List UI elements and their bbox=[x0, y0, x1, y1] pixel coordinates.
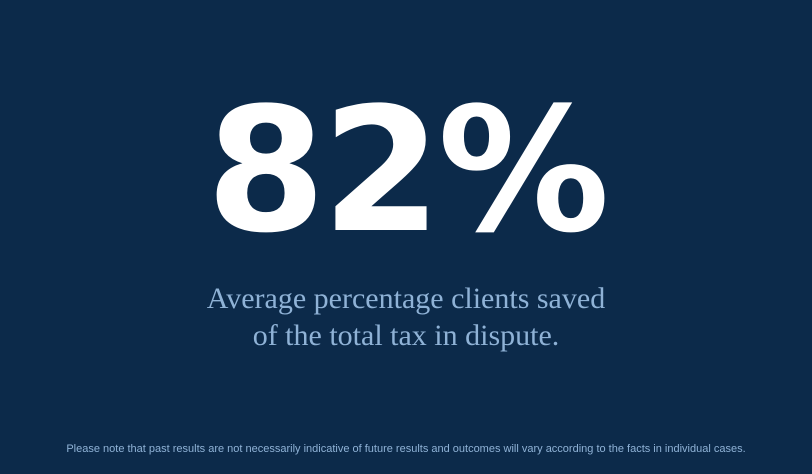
disclaimer-text: Please note that past results are not ne… bbox=[66, 443, 746, 455]
stat-caption: Average percentage clients saved of the … bbox=[106, 280, 706, 354]
stat-caption-line-2: of the total tax in dispute. bbox=[252, 319, 560, 352]
stat-value: 82% bbox=[206, 70, 610, 271]
stat-caption-line-1: Average percentage clients saved bbox=[206, 282, 606, 315]
